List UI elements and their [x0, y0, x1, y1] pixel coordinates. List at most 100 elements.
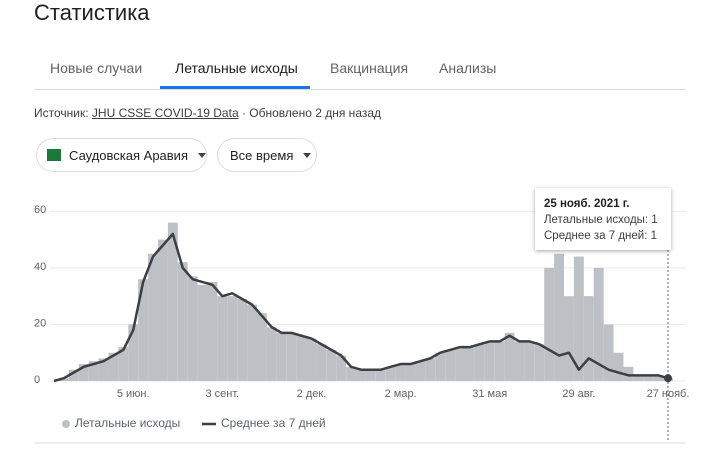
bar: [128, 324, 139, 381]
bar: [227, 296, 238, 381]
country-dropdown[interactable]: Саудовская Аравия: [36, 138, 207, 172]
bar: [593, 267, 604, 381]
bar: [385, 366, 396, 381]
divider: [34, 89, 686, 90]
y-tick-label: 60: [34, 204, 46, 216]
bar: [514, 341, 525, 381]
bar: [336, 355, 347, 381]
bar: [455, 347, 465, 381]
bar: [118, 347, 129, 381]
x-tick-label: 5 июн.: [117, 388, 150, 400]
bar: [138, 279, 149, 381]
tab[interactable]: Анализы: [439, 60, 497, 76]
bar: [375, 369, 386, 381]
bar: [98, 358, 109, 381]
tab-active[interactable]: Летальные исходы: [175, 60, 298, 76]
bar: [494, 341, 505, 381]
bar: [564, 296, 574, 381]
bar: [276, 332, 287, 381]
caret: [303, 152, 312, 158]
x-tick-label: 29 авг.: [562, 388, 595, 400]
bar: [217, 296, 228, 381]
x-tick-label: 2 дек.: [297, 388, 327, 400]
tab[interactable]: Новые случаи: [50, 60, 143, 76]
bar: [237, 298, 248, 381]
hover-dot: [664, 374, 672, 383]
y-tick-label: 0: [34, 374, 40, 386]
bar: [286, 332, 297, 381]
bar: [356, 369, 366, 381]
bar: [474, 344, 485, 381]
bar: [177, 262, 188, 381]
bar: [464, 347, 475, 381]
legend-swatch: [62, 420, 70, 428]
bar: [58, 378, 69, 381]
bar: [157, 239, 168, 381]
line: [53, 232, 669, 383]
bar: [445, 349, 456, 381]
bar: [306, 338, 317, 381]
caret: [198, 152, 206, 158]
bar: [197, 284, 208, 381]
bar: [544, 267, 555, 381]
tab[interactable]: Вакцинация: [330, 60, 409, 76]
tooltip-line: Летальные исходы: 1: [544, 214, 658, 226]
tab-indicator: [160, 86, 310, 89]
bar: [623, 366, 634, 381]
bar: [504, 332, 515, 381]
bar: [247, 304, 258, 381]
bar: [583, 296, 594, 381]
bar: [167, 222, 178, 381]
bar: [643, 375, 654, 381]
bar: [633, 375, 644, 381]
source-link[interactable]: JHU CSSE COVID-19 Data: [91, 106, 239, 120]
bar: [524, 341, 535, 381]
bar: [108, 352, 119, 381]
tooltip-date: 25 нояб. 2021 г.: [544, 198, 630, 210]
updated: · Обновлено 2 дня назад: [241, 106, 382, 120]
source-label: Источник:: [34, 106, 89, 120]
bar: [316, 344, 327, 381]
page-title: Статистика: [34, 0, 150, 25]
bar: [187, 276, 198, 381]
tooltip: 25 нояб. 2021 г. Летальные исходы: 1 Сре…: [535, 188, 671, 250]
y-tick-label: 40: [34, 261, 46, 273]
bar: [78, 364, 89, 381]
bar: [88, 361, 99, 381]
bar: [484, 341, 495, 381]
x-tick-label: 31 мая: [472, 388, 507, 400]
bar: [554, 253, 565, 381]
bar: [573, 256, 584, 381]
bar: [326, 349, 337, 381]
bar: [148, 253, 158, 381]
bar: [603, 324, 614, 381]
bar: [257, 313, 267, 381]
bar: [405, 364, 416, 381]
bar: [653, 375, 664, 381]
bar: [425, 358, 436, 381]
bar: [207, 282, 218, 381]
bar: [435, 352, 446, 381]
bar: [68, 369, 79, 381]
bar: [613, 352, 624, 381]
x-tick-label: 27 нояб.: [647, 388, 690, 400]
source-line: Источник: JHU CSSE COVID-19 Data · Обнов…: [34, 106, 381, 120]
bar: [266, 327, 277, 381]
bar: [415, 361, 426, 381]
bar: [395, 364, 406, 381]
x-tick-label: 2 мар.: [385, 388, 417, 400]
bar: [296, 335, 307, 381]
tooltip-line: Среднее за 7 дней: 1: [544, 230, 658, 242]
bar: [534, 344, 545, 381]
y-tick-label: 20: [34, 317, 46, 329]
legend-label: Среднее за 7 дней: [221, 416, 326, 430]
bar: [365, 369, 376, 381]
flag-icon: [47, 149, 62, 161]
dropdown-label: Все время: [230, 147, 294, 163]
x-tick-label: 3 сент.: [205, 388, 239, 400]
bar: [346, 366, 357, 381]
legend-label: Летальные исходы: [75, 416, 180, 430]
period-dropdown[interactable]: Все время: [217, 138, 317, 172]
